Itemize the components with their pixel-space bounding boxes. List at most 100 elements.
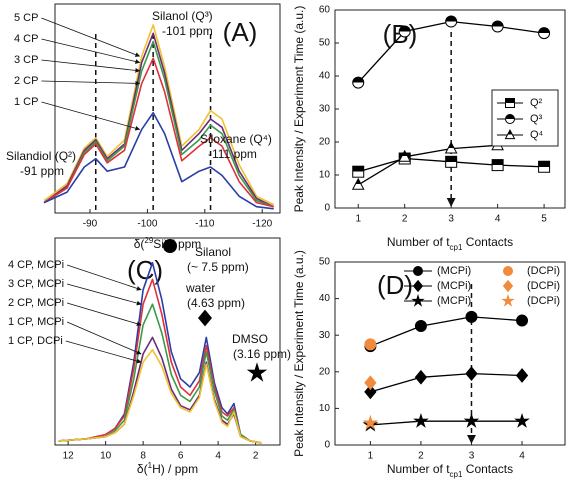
legend-label: (DCPi) (527, 265, 560, 277)
x-axis-label-part: Number of t (387, 235, 450, 249)
y-tick-label: 10 (319, 403, 331, 414)
plot-frame (54, 3, 281, 214)
y-tick-label: 50 (319, 257, 331, 268)
series-label-arrow (66, 264, 142, 291)
x-axis-label-part: δ( (137, 462, 148, 476)
y-tick-label: 60 (319, 5, 331, 16)
data-point (364, 338, 377, 351)
data-point (465, 366, 478, 382)
data-point (352, 165, 365, 178)
series-line (370, 372, 523, 393)
series-label-arrow (41, 59, 141, 73)
plot-frame (54, 237, 281, 446)
y-tick-label: 20 (319, 366, 331, 377)
series-label: 5 CP (14, 12, 38, 24)
x-tick-label: -120 (252, 219, 272, 230)
legend-marker (411, 293, 425, 307)
y-tick-label: 30 (319, 104, 331, 115)
annotation: water (185, 281, 215, 295)
legend-label: Q² (530, 97, 543, 109)
data-point (414, 320, 427, 333)
legend-marker (504, 128, 516, 140)
x-tick-label: -90 (83, 219, 98, 230)
y-axis-label: Peak Intensity / Experiment Time (a.u.) (292, 6, 306, 213)
data-point (398, 149, 412, 162)
y-tick-label: 50 (319, 38, 331, 49)
x-tick-label: -100 (137, 219, 157, 230)
peak-icon (246, 362, 268, 382)
annotation: -101 ppm (162, 24, 213, 38)
annotation: Silandiol (Q²) (6, 149, 76, 163)
data-point (515, 368, 529, 383)
y-tick-label: 40 (319, 71, 331, 82)
series-line (58, 303, 262, 444)
series-line (58, 349, 262, 444)
data-point (538, 160, 551, 173)
panel-label: (A) (223, 17, 258, 47)
series-label: 3 CP, MCPi (8, 278, 64, 290)
series-line (370, 420, 522, 426)
series-line (43, 40, 274, 208)
series-label-arrow (66, 321, 142, 355)
annotation: Silanol (195, 245, 231, 259)
x-tick-label: 2 (402, 214, 408, 225)
x-axis-label-part: H) / ppm (152, 462, 198, 476)
legend-marker (501, 293, 515, 307)
series-line (43, 32, 275, 208)
legend-label: (MCPi) (437, 265, 471, 277)
series-line (43, 24, 275, 206)
x-axis-label-part: cp1 (450, 243, 463, 252)
legend-marker (503, 266, 513, 276)
x-tick-label: 2 (418, 451, 424, 462)
series-label-arrow (66, 283, 142, 306)
data-point (491, 159, 504, 172)
series-line (43, 57, 274, 208)
annotation: (4.63 ppm) (187, 296, 245, 310)
x-axis-label-part: Contacts (462, 235, 513, 249)
data-point (352, 76, 365, 89)
x-axis-label-part: Number of t (387, 462, 450, 476)
series-label-arrow (41, 17, 141, 57)
series-line (58, 336, 262, 444)
y-axis-label: Peak Intensity / Experiment Time (a.u.) (292, 250, 306, 457)
legend-label: (DCPi) (527, 295, 560, 307)
x-tick-label: 3 (448, 214, 454, 225)
y-tick-label: 0 (324, 203, 330, 214)
x-axis-label: Number of tcp1 Contacts (387, 235, 513, 251)
series-line (58, 278, 262, 444)
legend-marker (505, 114, 515, 124)
annotation: (3.16 ppm) (233, 347, 291, 361)
x-tick-label: 4 (495, 214, 501, 225)
peak-icon (163, 239, 177, 253)
series-line (370, 316, 523, 347)
series-label: 4 CP, MCPi (8, 259, 64, 271)
x-axis-label-part: δ( (134, 237, 145, 251)
y-tick-label: 30 (319, 330, 331, 341)
series-label: 2 CP, MCPi (8, 297, 64, 309)
series-label-arrow (41, 101, 141, 131)
data-point (413, 412, 429, 428)
series-line (43, 111, 274, 210)
x-axis-label-part: Contacts (462, 462, 513, 476)
x-axis-label-part: 1 (148, 461, 153, 470)
legend-label: (MCPi) (437, 295, 471, 307)
y-tick-label: 20 (319, 137, 331, 148)
legend-label: (MCPi) (437, 280, 471, 292)
data-point (465, 310, 478, 323)
data-point (514, 412, 530, 428)
series-label: 1 CP, DCPi (8, 335, 63, 347)
legend-marker (412, 279, 424, 293)
data-point (516, 314, 529, 327)
x-tick-label: 2 (253, 451, 259, 462)
x-tick-label: 5 (541, 214, 547, 225)
x-axis-label: δ(1H) / ppm (137, 461, 198, 477)
data-point (538, 27, 551, 40)
data-point (445, 15, 458, 28)
data-point (414, 369, 428, 385)
annotation: Silanol (Q³) (152, 9, 213, 23)
data-point (364, 384, 377, 400)
y-tick-label: 10 (319, 170, 331, 181)
series-label: 1 CP (14, 96, 38, 108)
legend-marker (505, 98, 515, 108)
